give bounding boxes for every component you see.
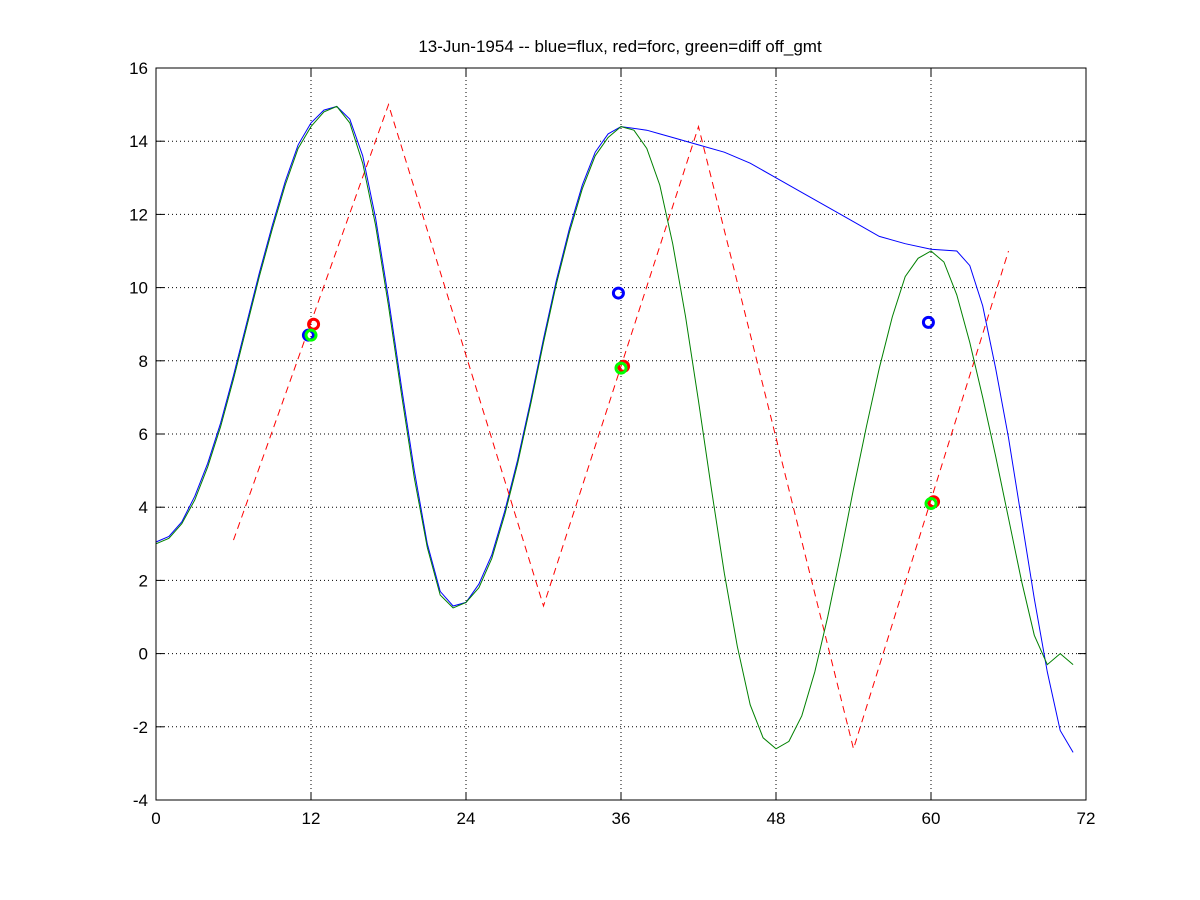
y-tick-label: 10 <box>129 279 148 298</box>
x-tick-label: 36 <box>612 809 631 828</box>
y-tick-label: 4 <box>139 498 148 517</box>
series-line-diff <box>155 105 1074 750</box>
x-tick-label: 24 <box>457 809 476 828</box>
x-tick-label: 72 <box>1077 809 1096 828</box>
marker-diff <box>924 497 938 511</box>
y-tick-label: 2 <box>139 571 148 590</box>
x-tick-label: 48 <box>767 809 786 828</box>
y-tick-label: 12 <box>129 205 148 224</box>
y-tick-label: -2 <box>133 718 148 737</box>
y-tick-label: -4 <box>133 791 148 810</box>
y-tick-label: 14 <box>129 132 148 151</box>
y-tick-label: 0 <box>139 645 148 664</box>
marker-diff <box>614 361 628 375</box>
marker-layer <box>301 286 941 511</box>
y-tick-label: 16 <box>129 59 148 78</box>
series-layer <box>155 103 1074 753</box>
chart-title: 13-Jun-1954 -- blue=flux, red=forc, gree… <box>418 37 822 56</box>
marker-diff <box>304 328 318 342</box>
y-tick-label: 8 <box>139 352 148 371</box>
x-tick-label: 12 <box>302 809 321 828</box>
y-tick-label: 6 <box>139 425 148 444</box>
x-tick-label: 60 <box>922 809 941 828</box>
x-tick-label: 0 <box>151 809 160 828</box>
marker-forc <box>307 317 321 331</box>
marker-flux <box>611 286 625 300</box>
series-line-forc <box>233 103 1009 751</box>
marker-flux <box>921 315 935 329</box>
series-line-flux <box>155 105 1074 753</box>
